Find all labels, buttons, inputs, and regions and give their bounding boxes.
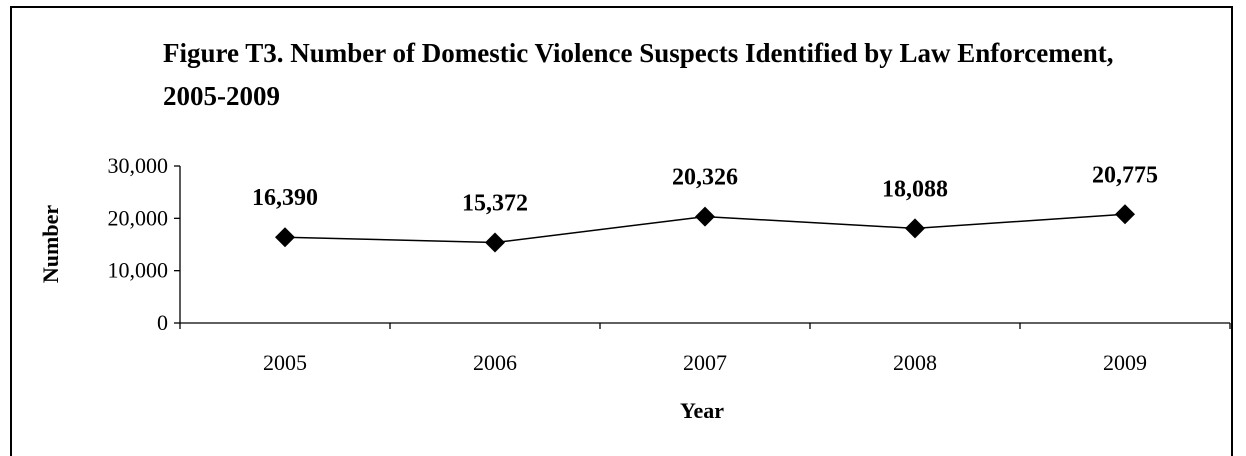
data-point-marker: [695, 206, 715, 227]
axes: [179, 166, 1230, 324]
data-label: 16,390: [252, 185, 318, 211]
data-point-marker: [1115, 204, 1135, 225]
y-axis-label: Number: [38, 205, 63, 283]
series-line-group: [275, 204, 1135, 253]
x-axis-label: Year: [680, 398, 724, 423]
data-point-marker: [485, 232, 505, 253]
data-labels: 16,390 15,372 20,326 18,088 20,775: [252, 162, 1158, 216]
y-tick-label: 30,000: [108, 153, 169, 178]
y-tick-label: 0: [157, 310, 168, 335]
chart-title: Figure T3. Number of Domestic Violence S…: [163, 38, 1114, 111]
y-tick-label: 10,000: [108, 258, 169, 283]
x-axis-ticks: 2005 2006 2007 2008 2009: [179, 323, 1231, 375]
data-label: 20,326: [672, 165, 738, 191]
y-axis-ticks: 0 10,000 20,000 30,000: [108, 153, 180, 335]
x-tick-label: 2007: [683, 350, 727, 375]
chart-frame: [10, 6, 1233, 456]
x-tick-label: 2005: [263, 350, 307, 375]
x-tick-label: 2009: [1103, 350, 1147, 375]
data-point-marker: [275, 227, 295, 248]
data-point-marker: [905, 218, 925, 239]
data-label: 18,088: [882, 176, 948, 202]
x-tick-label: 2008: [893, 350, 937, 375]
data-label: 15,372: [462, 191, 528, 217]
data-label: 20,775: [1092, 162, 1158, 188]
y-tick-label: 20,000: [108, 205, 169, 230]
x-tick-label: 2006: [473, 350, 517, 375]
